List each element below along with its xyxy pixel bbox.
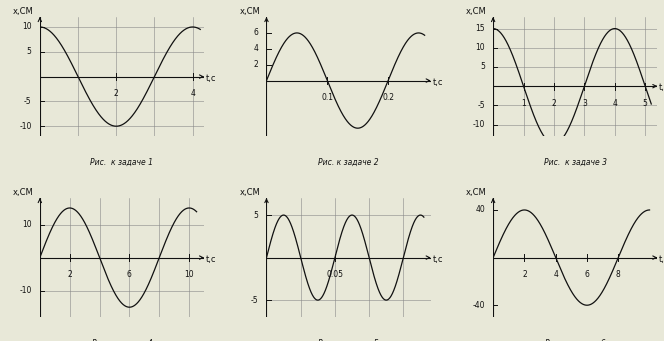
Text: Рис. к задаче 5: Рис. к задаче 5 bbox=[318, 339, 379, 341]
Text: Рис. к задаче 6: Рис. к задаче 6 bbox=[545, 339, 606, 341]
Text: -10: -10 bbox=[473, 120, 485, 129]
Text: 10: 10 bbox=[185, 270, 194, 279]
Text: 2: 2 bbox=[522, 270, 527, 279]
Text: -5: -5 bbox=[250, 296, 258, 305]
Text: x,CM: x,CM bbox=[466, 8, 487, 16]
Text: 4: 4 bbox=[254, 44, 258, 53]
Text: Рис. к задаче 4: Рис. к задаче 4 bbox=[92, 339, 152, 341]
Text: 5: 5 bbox=[643, 99, 647, 108]
Text: -10: -10 bbox=[19, 286, 32, 295]
Text: t,c: t,c bbox=[659, 255, 664, 264]
Text: 4: 4 bbox=[553, 270, 558, 279]
Text: 0.05: 0.05 bbox=[327, 270, 343, 279]
Text: 6: 6 bbox=[584, 270, 590, 279]
Text: 10: 10 bbox=[22, 220, 32, 229]
Text: 8: 8 bbox=[616, 270, 621, 279]
Text: t,c: t,c bbox=[206, 255, 216, 264]
Text: t,c: t,c bbox=[659, 84, 664, 92]
Text: 6: 6 bbox=[127, 270, 132, 279]
Text: 5: 5 bbox=[254, 210, 258, 220]
Text: 40: 40 bbox=[475, 206, 485, 214]
Text: -40: -40 bbox=[472, 301, 485, 310]
Text: 0.2: 0.2 bbox=[382, 93, 394, 102]
Text: 4: 4 bbox=[190, 89, 195, 98]
Text: 3: 3 bbox=[582, 99, 587, 108]
Text: -10: -10 bbox=[19, 122, 32, 131]
Text: x,CM: x,CM bbox=[240, 8, 260, 16]
Text: x,CM: x,CM bbox=[13, 8, 34, 16]
Text: 1: 1 bbox=[521, 99, 526, 108]
Text: -5: -5 bbox=[477, 101, 485, 110]
Text: 2: 2 bbox=[114, 89, 119, 98]
Text: 15: 15 bbox=[475, 24, 485, 33]
Text: Рис.  к задаче 1: Рис. к задаче 1 bbox=[90, 158, 153, 166]
Text: Рис. к задаче 2: Рис. к задаче 2 bbox=[318, 158, 379, 166]
Text: t,c: t,c bbox=[432, 78, 443, 87]
Text: 10: 10 bbox=[22, 23, 32, 31]
Text: 2: 2 bbox=[254, 60, 258, 69]
Text: t,c: t,c bbox=[206, 74, 216, 83]
Text: x,CM: x,CM bbox=[240, 189, 260, 197]
Text: x,CM: x,CM bbox=[13, 189, 34, 197]
Text: 5: 5 bbox=[27, 47, 32, 56]
Text: 2: 2 bbox=[67, 270, 72, 279]
Text: 4: 4 bbox=[612, 99, 618, 108]
Text: Рис.  к задаче 3: Рис. к задаче 3 bbox=[544, 158, 607, 166]
Text: 2: 2 bbox=[552, 99, 556, 108]
Text: -5: -5 bbox=[24, 97, 32, 106]
Text: 5: 5 bbox=[480, 62, 485, 72]
Text: 6: 6 bbox=[254, 28, 258, 38]
Text: t,c: t,c bbox=[432, 255, 443, 264]
Text: x,CM: x,CM bbox=[466, 189, 487, 197]
Text: 0.1: 0.1 bbox=[321, 93, 333, 102]
Text: 10: 10 bbox=[475, 43, 485, 52]
